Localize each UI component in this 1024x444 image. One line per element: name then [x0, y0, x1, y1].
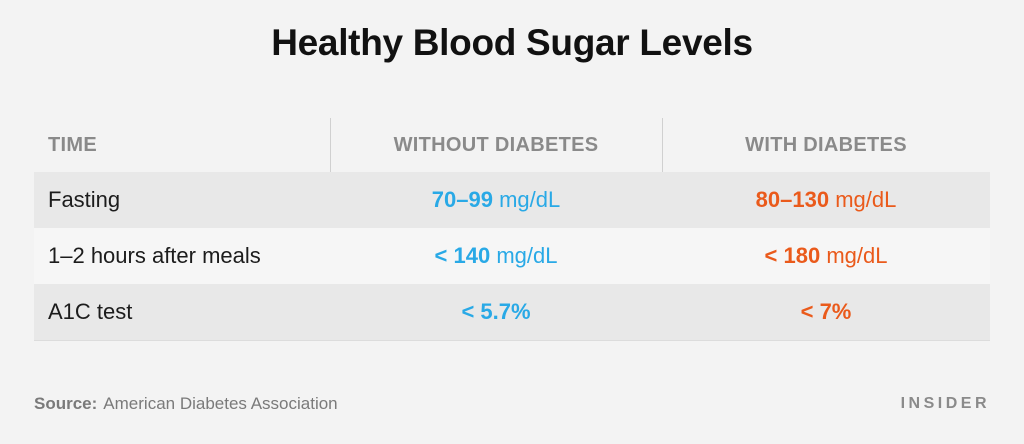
row-label-fasting: Fasting — [48, 187, 121, 212]
table-row: 1–2 hours after meals < 140 mg/dL < 180 … — [34, 228, 990, 284]
blood-sugar-table: TIME WITHOUT DIABETES WITH DIABETES Fast… — [34, 118, 990, 341]
brand-logo: INSIDER — [900, 395, 990, 412]
value-with-a1c: < 7% — [800, 299, 852, 324]
cell-with-fasting: 80–130 mg/dL — [662, 187, 990, 213]
column-divider-1 — [330, 118, 331, 172]
header-time: TIME — [48, 133, 97, 156]
source-label: Source: — [34, 394, 98, 413]
cell-with-a1c: < 7% — [662, 299, 990, 325]
cell-without-after-meals: < 140 mg/dL — [330, 243, 662, 269]
header-without-diabetes: WITHOUT DIABETES — [393, 133, 599, 156]
value-without-a1c: < 5.7% — [461, 299, 531, 324]
cell-without-a1c: < 5.7% — [330, 299, 662, 325]
table-row: Fasting 70–99 mg/dL 80–130 mg/dL — [34, 172, 990, 228]
source-note: Source: American Diabetes Association — [34, 394, 338, 414]
header-with-diabetes: WITH DIABETES — [745, 133, 907, 156]
column-divider-2 — [662, 118, 663, 172]
unit-without-after-meals: mg/dL — [490, 243, 558, 268]
cell-with-after-meals: < 180 mg/dL — [662, 243, 990, 269]
chart-title: Healthy Blood Sugar Levels — [271, 22, 753, 63]
value-without-after-meals: < 140 — [434, 243, 491, 268]
table-header-row: TIME WITHOUT DIABETES WITH DIABETES — [34, 118, 990, 172]
row-label-after-meals: 1–2 hours after meals — [48, 243, 261, 268]
source-text: American Diabetes Association — [103, 394, 338, 413]
unit-with-after-meals: mg/dL — [820, 243, 888, 268]
cell-without-fasting: 70–99 mg/dL — [330, 187, 662, 213]
unit-without-fasting: mg/dL — [492, 187, 561, 212]
value-with-fasting: 80–130 — [755, 187, 830, 212]
row-label-a1c: A1C test — [48, 299, 133, 324]
value-without-fasting: 70–99 — [431, 187, 493, 212]
value-with-after-meals: < 180 — [764, 243, 821, 268]
table-row: A1C test < 5.7% < 7% — [34, 284, 990, 341]
unit-with-fasting: mg/dL — [829, 187, 897, 212]
